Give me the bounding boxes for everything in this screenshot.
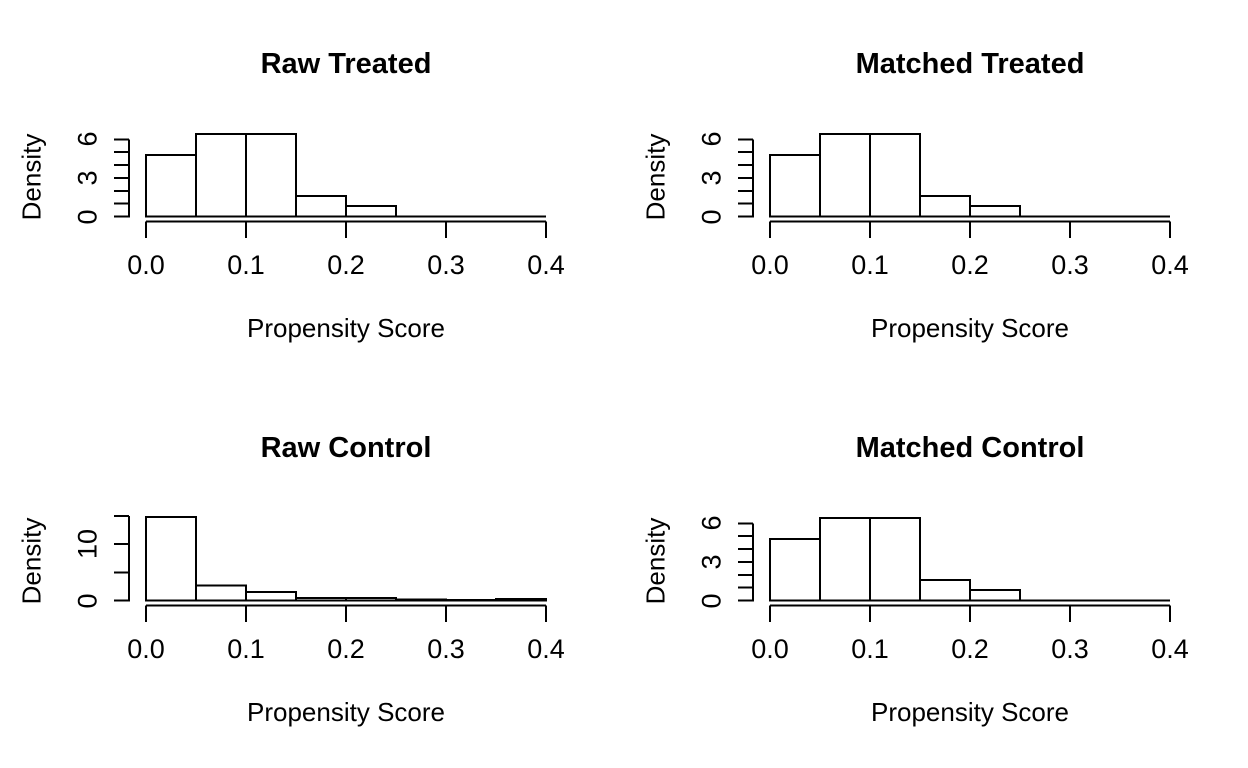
x-axis-label: Propensity Score bbox=[247, 313, 445, 343]
x-tick-label: 0.2 bbox=[951, 634, 989, 664]
histogram-bar bbox=[969, 205, 1021, 218]
panel-matched-control: Matched Control Density Propensity Score… bbox=[624, 384, 1248, 768]
y-axis-label: Density bbox=[640, 517, 671, 605]
histogram-bar bbox=[919, 194, 971, 218]
histogram-bar bbox=[969, 589, 1021, 602]
matched-control-histogram-plot bbox=[738, 517, 1171, 622]
y-tick-label: 0 bbox=[72, 208, 103, 225]
y-tick-label: 3 bbox=[72, 170, 103, 186]
raw-treated-histogram-plot bbox=[114, 133, 547, 238]
x-tick-label: 0.2 bbox=[951, 250, 989, 280]
histogram-bar bbox=[869, 517, 921, 602]
x-tick-label: 0.4 bbox=[1151, 250, 1189, 280]
x-tick-label: 0.4 bbox=[1151, 634, 1189, 664]
chart-title: Matched Treated bbox=[855, 48, 1085, 80]
histogram-bar bbox=[245, 591, 297, 602]
histogram-bar bbox=[195, 133, 247, 218]
x-tick-label: 0.3 bbox=[1051, 250, 1089, 280]
histogram-bar bbox=[195, 584, 247, 602]
panel-raw-control: Raw Control Density Propensity Score 0.0… bbox=[0, 384, 624, 768]
y-axis-label: Density bbox=[16, 517, 47, 605]
histogram-bar bbox=[919, 578, 971, 602]
x-tick-label: 0.3 bbox=[427, 250, 465, 280]
chart-title: Raw Control bbox=[260, 432, 432, 464]
x-axis-label: Propensity Score bbox=[871, 313, 1069, 343]
x-tick-label: 0.3 bbox=[427, 634, 465, 664]
y-tick-label: 10 bbox=[72, 529, 103, 560]
histogram-bar bbox=[145, 153, 197, 218]
y-tick-label: 0 bbox=[696, 592, 727, 609]
histogram-bar bbox=[145, 516, 197, 602]
x-tick-label: 0.0 bbox=[127, 634, 165, 664]
panel-raw-treated: Raw Treated Density Propensity Score 0.0… bbox=[0, 0, 624, 384]
histogram-bar bbox=[345, 205, 397, 218]
histogram-bar bbox=[869, 133, 921, 218]
x-tick-label: 0.2 bbox=[327, 634, 365, 664]
matched-treated-histogram-plot bbox=[738, 133, 1171, 238]
x-axis-label: Propensity Score bbox=[247, 697, 445, 727]
y-tick-label: 0 bbox=[72, 592, 103, 609]
histogram-bar bbox=[769, 537, 821, 602]
histogram-bar bbox=[769, 153, 821, 218]
x-tick-label: 0.4 bbox=[527, 250, 565, 280]
histogram-bar bbox=[295, 194, 347, 218]
x-tick-label: 0.1 bbox=[227, 250, 265, 280]
x-axis-label: Propensity Score bbox=[871, 697, 1069, 727]
chart-title: Raw Treated bbox=[260, 48, 432, 80]
y-tick-label: 6 bbox=[696, 131, 727, 147]
x-tick-label: 0.0 bbox=[751, 634, 789, 664]
x-tick-label: 0.1 bbox=[227, 634, 265, 664]
x-tick-label: 0.2 bbox=[327, 250, 365, 280]
y-tick-label: 0 bbox=[696, 208, 727, 225]
raw-control-histogram-plot bbox=[114, 515, 547, 622]
histogram-bar bbox=[245, 133, 297, 218]
x-tick-label: 0.0 bbox=[751, 250, 789, 280]
histogram-bar bbox=[819, 133, 871, 218]
histogram-bar bbox=[819, 517, 871, 602]
y-axis-label: Density bbox=[16, 133, 47, 221]
y-tick-label: 6 bbox=[72, 131, 103, 147]
y-tick-label: 6 bbox=[696, 515, 727, 531]
x-tick-label: 0.4 bbox=[527, 634, 565, 664]
x-tick-label: 0.1 bbox=[851, 250, 889, 280]
x-tick-label: 0.1 bbox=[851, 634, 889, 664]
y-tick-label: 3 bbox=[696, 554, 727, 570]
y-tick-label: 3 bbox=[696, 170, 727, 186]
x-tick-label: 0.0 bbox=[127, 250, 165, 280]
chart-title: Matched Control bbox=[855, 432, 1085, 464]
panel-matched-treated: Matched Treated Density Propensity Score… bbox=[624, 0, 1248, 384]
x-tick-label: 0.3 bbox=[1051, 634, 1089, 664]
y-axis-label: Density bbox=[640, 133, 671, 221]
